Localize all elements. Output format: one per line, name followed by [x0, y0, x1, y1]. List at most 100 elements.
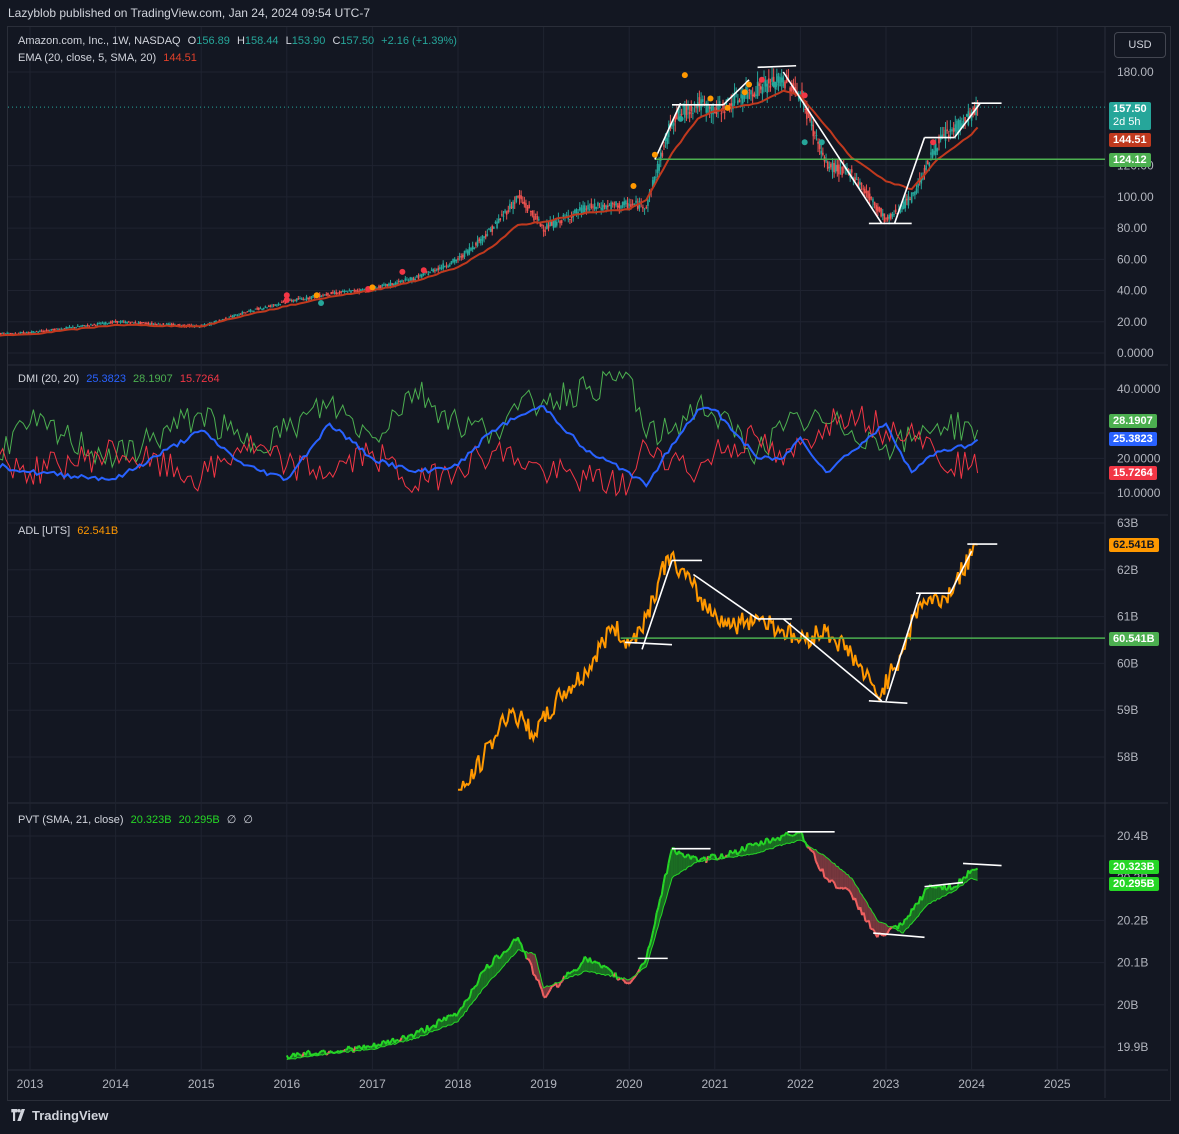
- pvt-line-segment: [546, 991, 550, 996]
- candle-body: [817, 142, 819, 144]
- candle-body: [902, 201, 905, 209]
- price-tick-label: 60.00: [1117, 252, 1147, 266]
- candle-body: [579, 207, 581, 211]
- pvt-fill: [829, 859, 832, 883]
- pvt-line-segment: [625, 981, 628, 985]
- pvt-line-segment: [837, 886, 841, 890]
- pvt-fill: [920, 896, 922, 913]
- adl-tick-label: 61B: [1117, 610, 1138, 624]
- pvt-fill: [593, 961, 595, 973]
- candle-body: [839, 167, 842, 169]
- pvt-legend[interactable]: PVT (SMA, 21, close) 20.323B 20.295B ∅ ∅: [18, 813, 257, 826]
- pvt-line-segment: [814, 860, 819, 865]
- candle-body: [179, 324, 181, 326]
- pvt-line-segment: [640, 963, 644, 966]
- pvt-line-segment: [491, 957, 495, 966]
- pvt-line-segment: [914, 902, 918, 906]
- pvt-fill: [884, 923, 886, 936]
- pvt-fill: [858, 888, 861, 910]
- pvt-fill: [831, 861, 833, 881]
- adl-badge: 62.541B: [1109, 538, 1159, 552]
- pvt-fill: [692, 855, 695, 865]
- candle-body: [251, 310, 254, 312]
- candle-body: [909, 198, 911, 200]
- dmi-plus-value: 28.1907: [133, 373, 173, 385]
- candle-body: [75, 327, 77, 329]
- candle-body: [631, 203, 634, 205]
- candle-body: [363, 289, 365, 291]
- pvt-fill: [747, 844, 750, 855]
- candle-body: [569, 219, 571, 221]
- candle-body: [873, 201, 876, 206]
- pvt-line-segment: [645, 948, 650, 959]
- pvt-line-segment: [349, 1047, 353, 1050]
- candle-body: [442, 263, 444, 269]
- currency-button[interactable]: USD: [1114, 32, 1166, 58]
- signal-dot: [651, 151, 658, 158]
- candle-body: [281, 301, 283, 303]
- candle-body: [536, 215, 538, 220]
- pvt-fill: [755, 842, 758, 854]
- pvt-line-segment: [945, 888, 949, 891]
- pvt-fill: [449, 1015, 452, 1026]
- pvt-line-segment: [608, 968, 612, 972]
- adl-legend[interactable]: ADL [UTS] 62.541B: [18, 525, 122, 537]
- tradingview-logo[interactable]: TradingView: [10, 1108, 108, 1123]
- signal-dot: [283, 296, 290, 303]
- candle-body: [397, 280, 400, 282]
- candle-body: [230, 316, 232, 318]
- pvt-line-segment: [289, 1054, 293, 1059]
- pvt-line-segment: [765, 837, 769, 840]
- pvt-line-segment: [501, 950, 506, 955]
- pvt-line-segment: [458, 1007, 463, 1011]
- pvt-line-segment: [729, 849, 733, 854]
- candle-body: [96, 323, 99, 325]
- candle-body: [389, 282, 392, 287]
- candle-body: [658, 164, 660, 171]
- pvt-fill: [832, 863, 835, 884]
- pvt-line-segment: [681, 852, 685, 858]
- pvt-line-segment: [830, 879, 834, 882]
- dmi-legend[interactable]: DMI (20, 20) 25.3823 28.1907 15.7264: [18, 373, 224, 385]
- candle-body: [502, 215, 505, 217]
- adl-tick-label: 58B: [1117, 750, 1138, 764]
- candle-body: [444, 266, 446, 268]
- candle-body: [73, 327, 76, 329]
- candle-body: [353, 290, 356, 292]
- candle-body: [714, 112, 716, 114]
- candle-body: [470, 247, 472, 251]
- pvt-fill: [911, 908, 914, 924]
- candle-body: [965, 114, 968, 117]
- candle-body: [266, 307, 268, 309]
- candle-body: [972, 107, 974, 110]
- adl-label: ADL [UTS]: [18, 525, 71, 537]
- candle-body: [282, 301, 285, 303]
- candle-body: [236, 315, 239, 317]
- candle-body: [830, 164, 832, 168]
- candle-body: [65, 327, 68, 329]
- pvt-fill: [916, 903, 919, 918]
- candle-body: [745, 86, 747, 92]
- pvt-line-segment: [481, 970, 485, 973]
- candle-body: [50, 328, 53, 330]
- pvt-line-segment: [609, 969, 613, 973]
- pvt-fill: [481, 971, 484, 990]
- symbol-name[interactable]: Amazon.com, Inc., 1W, NASDAQ: [18, 35, 181, 47]
- candle-body: [360, 289, 362, 292]
- ema-legend[interactable]: EMA (20, close, 5, SMA, 20) 144.51: [18, 52, 201, 64]
- dmi-adx-badge: 25.3823: [1109, 432, 1157, 446]
- signal-dot: [399, 268, 406, 275]
- candle-body: [820, 150, 823, 154]
- pvt-line-segment: [539, 985, 543, 991]
- candle-body: [340, 291, 342, 293]
- pvt-line-segment: [894, 924, 897, 928]
- candle-body: [768, 78, 770, 84]
- candle-body: [750, 90, 752, 95]
- signal-dot: [707, 95, 714, 102]
- candle-body: [213, 321, 216, 324]
- candle-body: [401, 280, 403, 282]
- pvt-trend-annotation: [873, 932, 925, 939]
- pvt-fill: [781, 835, 784, 846]
- candle-body: [949, 128, 952, 133]
